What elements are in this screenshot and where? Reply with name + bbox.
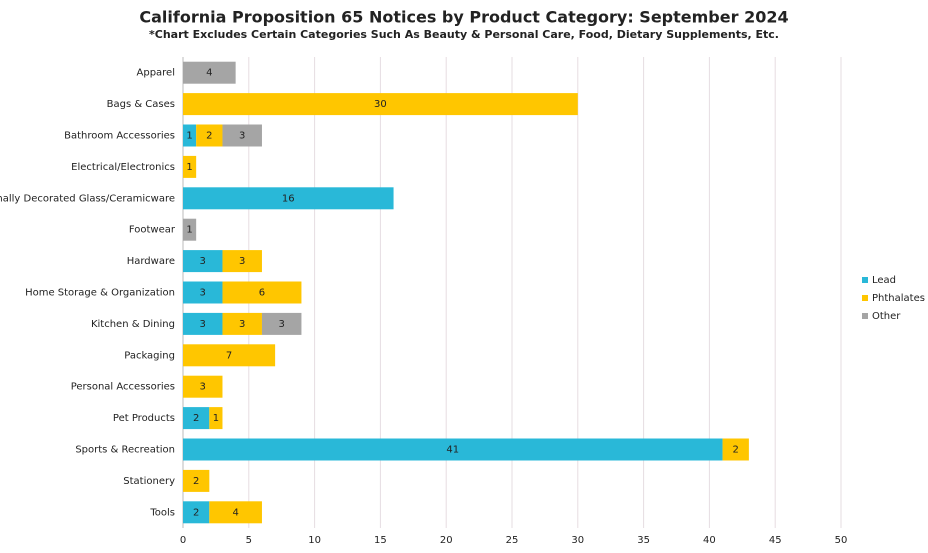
x-tick-label: 35 [637,535,650,546]
y-tick-label: Home Storage & Organization [25,288,175,299]
data-label: 3 [200,382,206,393]
legend-label: Phthalates [872,293,925,304]
data-label: 3 [279,319,285,330]
bar-segment [222,124,262,147]
bar-segment [183,375,223,398]
data-label: 3 [200,319,206,330]
x-tick-label: 15 [374,535,387,546]
y-tick-label: Tools [149,507,175,518]
y-tick-label: Apparel [137,68,176,79]
bar-segment [183,155,197,178]
data-label: 7 [226,350,232,361]
y-tick-label: Personal Accessories [71,382,175,393]
y-tick-label: Hardware [127,256,175,267]
data-label: 16 [282,193,295,204]
legend-swatch [862,295,868,301]
y-tick-label: Bags & Cases [107,99,175,110]
y-tick-label: Stationery [123,476,175,487]
bar-segment [183,61,236,84]
bar-segment [209,407,223,430]
bar-segment [222,250,262,273]
data-label: 3 [239,131,245,142]
data-label: 3 [239,256,245,267]
bar-segment [183,218,197,241]
y-tick-label: Pet Products [113,413,175,424]
chart-subtitle: *Chart Excludes Certain Categories Such … [149,28,779,41]
data-label: 30 [374,99,387,110]
bar-segment [222,281,302,304]
data-label: 6 [259,288,265,299]
x-tick-label: 5 [246,535,252,546]
bar-segment [722,438,749,461]
data-label: 4 [232,507,238,518]
data-label: 3 [200,288,206,299]
legend-label: Lead [872,275,896,286]
bar-segment [209,501,262,524]
data-label: 1 [186,131,192,142]
bar-segment [183,312,223,335]
chart-title: California Proposition 65 Notices by Pro… [139,8,788,27]
bar-segment [261,312,302,335]
x-tick-label: 45 [769,535,782,546]
y-tick-label: Packaging [124,350,175,361]
data-label: 2 [733,445,739,456]
y-tick-label: Bathroom Accessories [64,131,175,142]
y-tick-label: Electrical/Electronics [71,162,175,173]
y-tick-label: Externally Decorated Glass/Ceramicware [0,193,175,204]
data-label: 41 [446,445,459,456]
bar-segment [183,501,210,524]
data-label: 2 [206,131,212,142]
bar-segment [183,407,210,430]
data-label: 2 [193,476,199,487]
legend-swatch [862,277,868,283]
x-tick-label: 30 [571,535,584,546]
data-label: 4 [206,68,212,79]
x-tick-label: 10 [308,535,321,546]
data-label: 1 [213,413,219,424]
x-tick-label: 25 [506,535,519,546]
bar-segment [183,93,578,116]
bar-segment [183,469,210,492]
bar-segment [183,124,197,147]
legend-label: Other [872,311,901,322]
legend-swatch [862,313,868,319]
bar-segment [183,438,723,461]
bar-segment [183,344,276,367]
bar-segment [196,124,223,147]
data-label: 1 [186,162,192,173]
data-label: 1 [186,225,192,236]
y-tick-label: Footwear [129,225,176,236]
data-label: 2 [193,413,199,424]
x-tick-label: 0 [180,535,186,546]
x-tick-label: 20 [440,535,453,546]
bar-segment [183,250,223,273]
y-tick-label: Sports & Recreation [75,445,175,456]
data-label: 3 [200,256,206,267]
y-tick-label: Kitchen & Dining [91,319,175,330]
bar-segment [183,281,223,304]
x-tick-label: 40 [703,535,716,546]
bar-segment [183,187,394,210]
bar-segment [222,312,262,335]
data-label: 3 [239,319,245,330]
data-label: 2 [193,507,199,518]
x-tick-label: 50 [835,535,848,546]
